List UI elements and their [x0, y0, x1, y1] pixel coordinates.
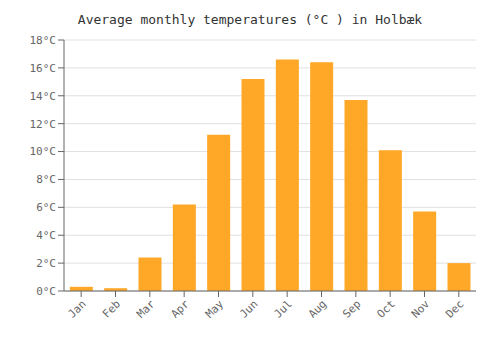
- svg-text:12°C: 12°C: [30, 118, 57, 131]
- svg-text:4°C: 4°C: [36, 229, 56, 242]
- svg-text:Aug: Aug: [306, 297, 329, 320]
- svg-text:Nov: Nov: [409, 297, 433, 321]
- svg-text:Jul: Jul: [272, 297, 295, 320]
- svg-text:Feb: Feb: [100, 297, 123, 320]
- svg-text:Jan: Jan: [66, 297, 89, 320]
- svg-text:6°C: 6°C: [36, 201, 56, 214]
- svg-text:8°C: 8°C: [36, 173, 56, 186]
- svg-text:Jun: Jun: [237, 297, 260, 320]
- svg-text:18°C: 18°C: [30, 34, 57, 47]
- svg-text:May: May: [203, 297, 227, 321]
- svg-text:10°C: 10°C: [30, 145, 57, 158]
- svg-text:Dec: Dec: [443, 297, 466, 320]
- svg-text:Apr: Apr: [169, 297, 193, 321]
- svg-text:Sep: Sep: [340, 297, 363, 320]
- svg-text:14°C: 14°C: [30, 90, 57, 103]
- svg-text:Oct: Oct: [375, 297, 398, 320]
- svg-text:2°C: 2°C: [36, 257, 56, 270]
- svg-text:16°C: 16°C: [30, 62, 57, 75]
- html-text:Average monthly temperatures (: Average monthly temperatures (°C ) in Ho…: [77, 12, 423, 27]
- svg-text:Mar: Mar: [134, 297, 158, 321]
- svg-text:0°C: 0°C: [36, 285, 56, 298]
